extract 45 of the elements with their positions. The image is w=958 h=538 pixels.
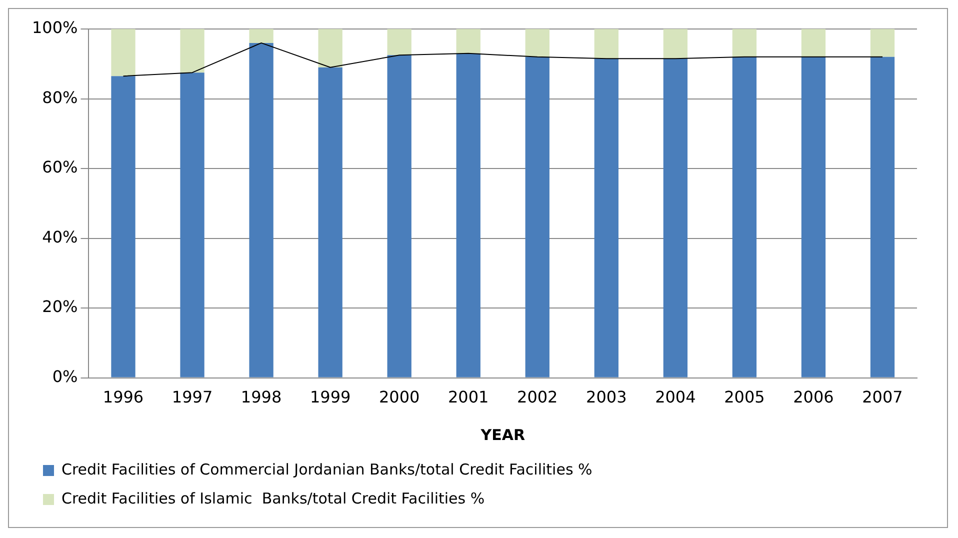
bar bbox=[456, 29, 480, 54]
bar bbox=[732, 56, 757, 378]
x-tick-label: 2001 bbox=[448, 388, 489, 407]
bar bbox=[180, 29, 204, 73]
bar bbox=[594, 29, 618, 59]
x-tick-label: 2002 bbox=[517, 388, 558, 407]
bar bbox=[525, 29, 550, 57]
bar bbox=[249, 42, 274, 378]
bar bbox=[663, 58, 688, 378]
bar bbox=[387, 55, 412, 378]
x-tick-label: 1999 bbox=[310, 388, 351, 407]
bar bbox=[870, 56, 895, 378]
x-tick-label: 2000 bbox=[378, 388, 420, 407]
x-tick-label: 1998 bbox=[240, 388, 282, 407]
bar bbox=[111, 76, 136, 378]
y-tick-label: 60% bbox=[42, 158, 78, 177]
y-tick-label: 100% bbox=[32, 18, 78, 38]
y-tick-label: 80% bbox=[42, 88, 78, 107]
x-tick-label: 2006 bbox=[793, 388, 834, 407]
y-tick-label: 0% bbox=[52, 366, 78, 386]
bar bbox=[249, 29, 274, 43]
bar bbox=[387, 29, 412, 56]
y-tick-label: 20% bbox=[42, 297, 78, 316]
x-tick-label: 1997 bbox=[172, 388, 213, 407]
bar bbox=[870, 29, 895, 57]
bar bbox=[801, 56, 826, 378]
legend-label: Credit Facilities of Islamic Banks/total Credit Facilities % bbox=[62, 489, 485, 508]
bar bbox=[732, 29, 757, 57]
bar bbox=[525, 56, 550, 378]
bar bbox=[318, 67, 342, 378]
bar bbox=[456, 53, 480, 378]
bar bbox=[801, 29, 826, 57]
x-tick-label: 2004 bbox=[655, 388, 696, 407]
x-tick-label: 1996 bbox=[102, 388, 144, 407]
bar bbox=[318, 29, 342, 68]
x-axis-title: YEAR bbox=[480, 426, 526, 444]
x-tick-label: 2003 bbox=[586, 388, 627, 407]
y-tick-label: 40% bbox=[42, 227, 78, 246]
x-tick-label: 2007 bbox=[862, 388, 903, 407]
bar bbox=[663, 29, 688, 59]
x-tick-label: 2005 bbox=[724, 388, 765, 407]
bar bbox=[180, 72, 204, 378]
bar bbox=[111, 29, 136, 76]
bar bbox=[594, 58, 618, 378]
legend-label: Credit Facilities of Commercial Jordanian Banks/total Credit Facilities % bbox=[62, 460, 592, 478]
